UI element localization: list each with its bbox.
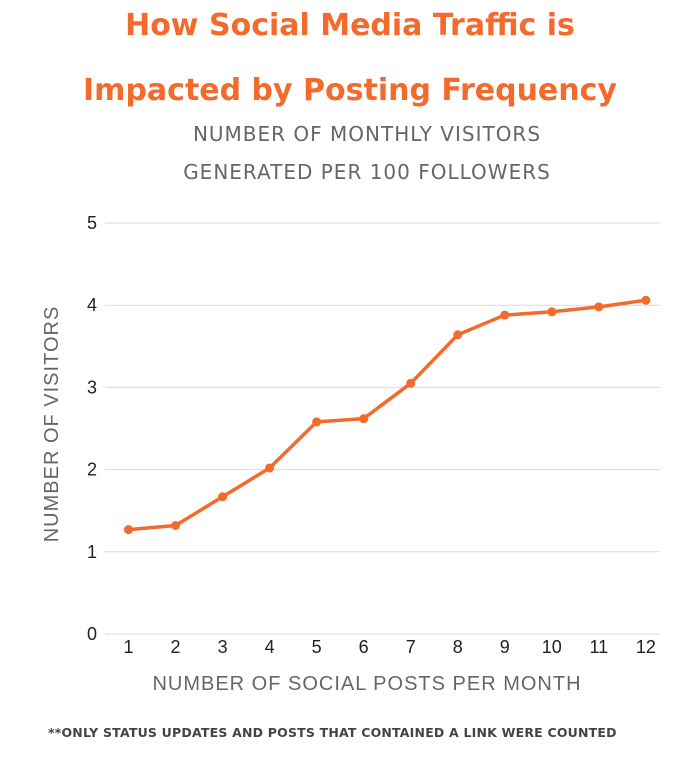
x-tick-label: 4 [265, 637, 275, 657]
data-point [406, 378, 416, 388]
y-tick-labels: 0 1 2 3 4 5 [87, 213, 97, 644]
y-tick-label: 1 [87, 542, 97, 562]
data-point [594, 302, 604, 312]
data-point [547, 307, 557, 317]
x-tick-label: 12 [636, 637, 656, 657]
chart-subtitle-line2: GENERATED PER 100 FOLLOWERS [183, 160, 551, 184]
x-tick-label: 1 [124, 637, 134, 657]
data-point [359, 414, 369, 424]
y-tick-label: 0 [87, 624, 97, 644]
data-point [453, 330, 463, 340]
series-layer [124, 295, 651, 535]
x-tick-label: 7 [406, 637, 416, 657]
y-tick-label: 3 [87, 377, 97, 397]
gridlines [105, 222, 660, 635]
chart-subtitle-line1: NUMBER OF MONTHLY VISITORS [192, 122, 542, 146]
y-tick-label: 5 [87, 213, 97, 233]
x-tick-label: 9 [500, 637, 510, 657]
data-point [218, 492, 228, 502]
data-point [312, 417, 322, 427]
chart-title-line1: How Social Media Traffic is [125, 8, 575, 43]
series-line [126, 298, 648, 532]
x-tick-label: 3 [218, 637, 228, 657]
y-tick-label: 4 [87, 295, 97, 315]
x-tick-label: 8 [453, 637, 463, 657]
chart-title-line2: Impacted by Posting Frequency [83, 73, 617, 108]
data-point [124, 525, 134, 535]
x-tick-label: 5 [312, 637, 322, 657]
x-tick-label: 10 [542, 637, 562, 657]
y-tick-label: 2 [87, 460, 97, 480]
x-axis-label: NUMBER OF SOCIAL POSTS PER MONTH [152, 673, 581, 695]
data-point [265, 463, 275, 473]
x-tick-label: 11 [590, 637, 609, 657]
data-point [500, 310, 510, 320]
x-tick-label: 6 [359, 637, 369, 657]
data-point [171, 520, 181, 530]
data-point [641, 295, 651, 305]
footnote: **ONLY STATUS UPDATES AND POSTS THAT CON… [48, 725, 617, 740]
y-axis-label: NUMBER OF VISITORS [41, 306, 63, 543]
x-tick-label: 2 [171, 637, 181, 657]
x-tick-labels: 1 2 3 4 5 6 7 8 9 10 11 12 [124, 637, 656, 657]
